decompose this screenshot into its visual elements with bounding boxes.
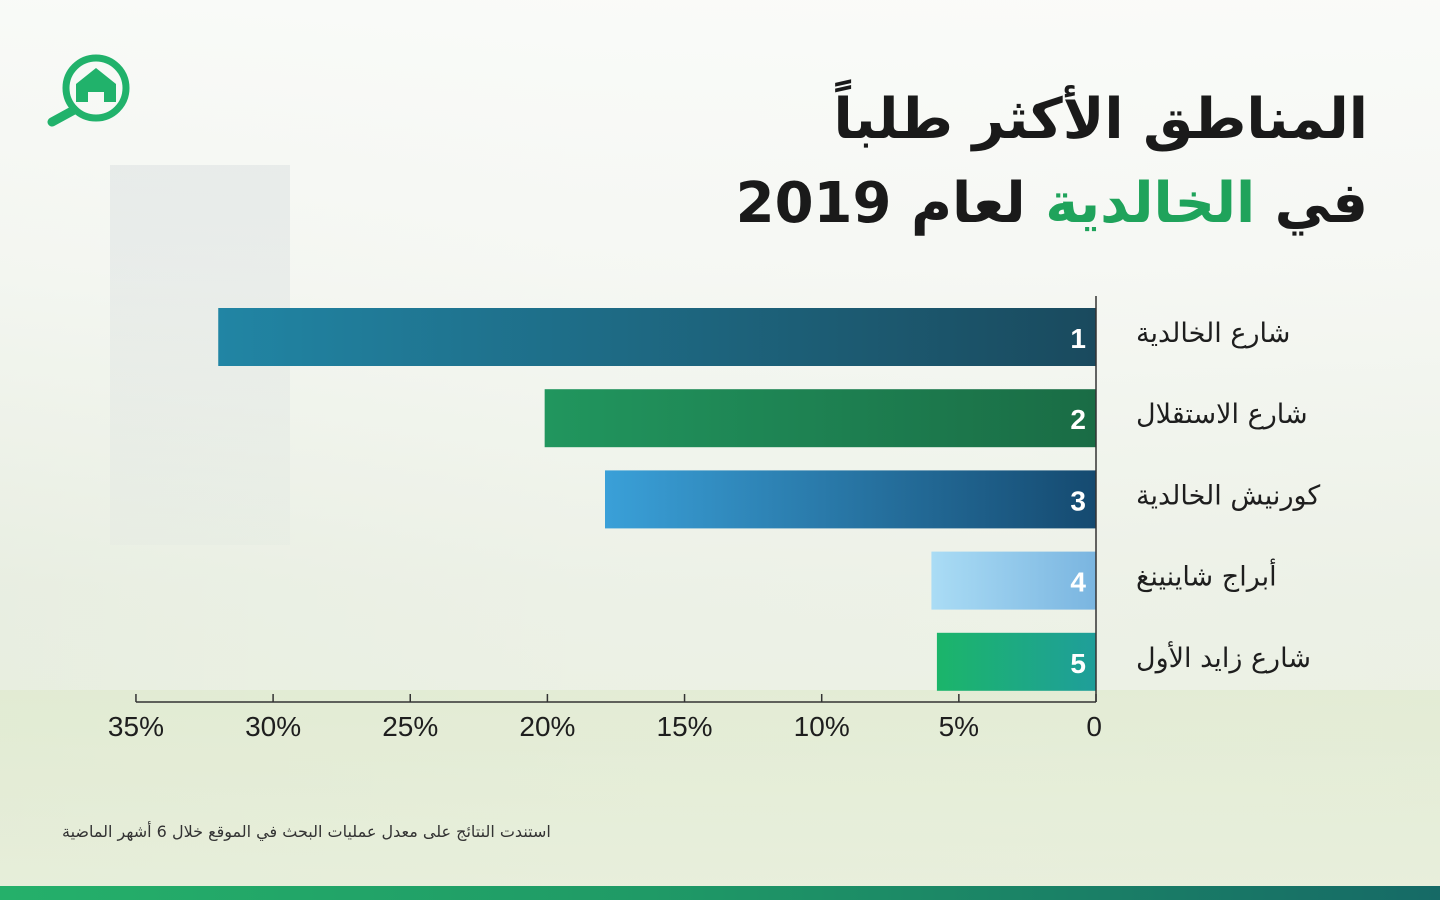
bar-rank-label: 2 bbox=[1070, 404, 1086, 435]
category-label: شارع الاستقلال bbox=[1136, 399, 1308, 430]
footnote: استندت النتائج على معدل عمليات البحث في … bbox=[62, 822, 551, 841]
background-grass bbox=[0, 690, 1440, 890]
bar-1 bbox=[218, 308, 1097, 366]
title-accent: الخالدية bbox=[1045, 171, 1256, 236]
bar-rank-label: 5 bbox=[1070, 648, 1086, 679]
x-tick-label: 35% bbox=[108, 711, 164, 742]
bar-rank-label: 1 bbox=[1070, 323, 1086, 354]
title-line-2-prefix: في bbox=[1255, 171, 1368, 236]
x-tick-label: 30% bbox=[245, 711, 301, 742]
category-label: شارع زايد الأول bbox=[1136, 640, 1311, 674]
category-label: كورنيش الخالدية bbox=[1136, 480, 1320, 511]
bar-rank-label: 3 bbox=[1070, 485, 1086, 516]
x-tick-label: 10% bbox=[794, 711, 850, 742]
x-tick-label: 5% bbox=[939, 711, 979, 742]
bar-3 bbox=[605, 470, 1096, 529]
footer-bar bbox=[0, 886, 1440, 900]
home-search-icon bbox=[47, 54, 130, 127]
bar-4 bbox=[931, 551, 1096, 610]
page-title: المناطق الأكثر طلباً في الخالدية لعام 20… bbox=[736, 78, 1368, 246]
bar-5 bbox=[936, 632, 1096, 691]
bar-rank-label: 4 bbox=[1070, 567, 1086, 598]
x-tick-label: 15% bbox=[657, 711, 713, 742]
bar-2 bbox=[544, 389, 1096, 448]
title-line-1: المناطق الأكثر طلباً bbox=[833, 87, 1368, 152]
title-line-2: في الخالدية لعام 2019 bbox=[736, 162, 1368, 246]
category-label: شارع الخالدية bbox=[1136, 318, 1290, 349]
x-tick-label: 0 bbox=[1086, 711, 1102, 742]
category-label: أبراج شاينينغ bbox=[1136, 558, 1277, 593]
x-tick-label: 25% bbox=[382, 711, 438, 742]
title-line-2-suffix: لعام 2019 bbox=[735, 171, 1046, 236]
x-tick-label: 20% bbox=[519, 711, 575, 742]
